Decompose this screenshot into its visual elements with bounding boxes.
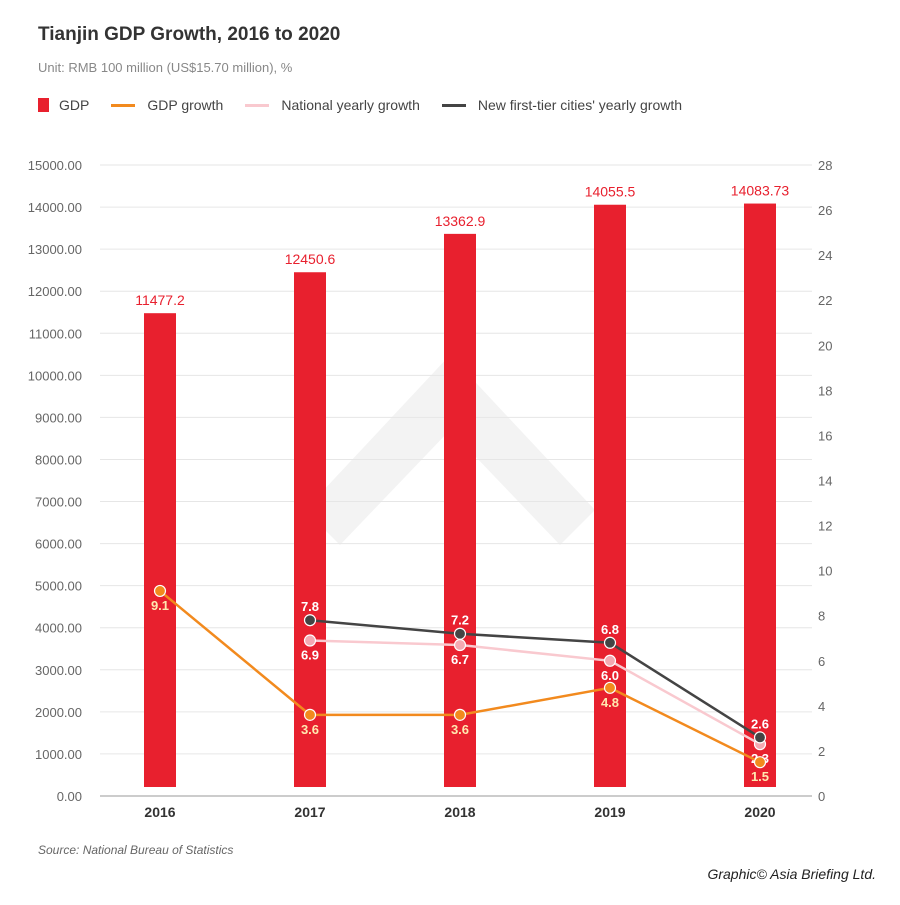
series-point-1 bbox=[603, 654, 617, 667]
series-data-label: 2.6 bbox=[751, 716, 769, 731]
legend-swatch-first-tier bbox=[441, 103, 466, 107]
credit: Graphic© Asia Briefing Ltd. bbox=[707, 866, 876, 882]
y-left-tick-label: 8000.00 bbox=[35, 452, 82, 467]
legend-label: National yearly growth bbox=[281, 97, 420, 113]
legend-swatch-gdp-growth bbox=[111, 103, 136, 107]
x-tick-label: 2019 bbox=[594, 804, 625, 820]
series-point-2 bbox=[303, 614, 317, 627]
x-tick-label: 2018 bbox=[444, 804, 475, 820]
gdp-bar-label: 14083.73 bbox=[731, 183, 790, 199]
series-data-label: 6.9 bbox=[301, 648, 319, 663]
series-data-label: 4.8 bbox=[601, 695, 619, 710]
series-data-label: 3.6 bbox=[451, 722, 469, 737]
series-point-0 bbox=[153, 584, 167, 598]
gdp-bar bbox=[444, 233, 476, 788]
y-right-tick-label: 18 bbox=[818, 383, 832, 398]
y-right-tick-label: 28 bbox=[818, 158, 832, 173]
x-tick-label: 2016 bbox=[144, 804, 175, 820]
y-left-tick-label: 2000.00 bbox=[35, 705, 82, 720]
series-data-label: 9.1 bbox=[151, 598, 169, 613]
legend-national: National yearly growth bbox=[245, 97, 420, 113]
x-tick-label: 2017 bbox=[294, 804, 325, 820]
y-left-tick-label: 12000.00 bbox=[28, 284, 82, 299]
chart-subtitle: Unit: RMB 100 million (US$15.70 million)… bbox=[38, 60, 293, 75]
y-left-tick-label: 0.00 bbox=[57, 789, 82, 804]
y-right-tick-label: 16 bbox=[818, 428, 832, 443]
y-right-tick-label: 20 bbox=[818, 338, 832, 353]
series-data-label: 7.8 bbox=[301, 599, 319, 614]
y-right-tick-label: 6 bbox=[818, 654, 825, 669]
y-left-tick-label: 10000.00 bbox=[28, 368, 82, 383]
gdp-bar-label: 12450.6 bbox=[285, 251, 336, 267]
series-data-label: 6.0 bbox=[601, 668, 619, 683]
y-left-tick-label: 13000.00 bbox=[28, 242, 82, 257]
series-data-label: 6.8 bbox=[601, 622, 619, 637]
y-left-tick-label: 1000.00 bbox=[35, 747, 82, 762]
legend-label: New first-tier cities' yearly growth bbox=[477, 97, 683, 113]
x-tick-label: 2020 bbox=[744, 804, 775, 820]
series-data-label: 7.2 bbox=[451, 613, 469, 628]
gdp-bar-label: 11477.2 bbox=[135, 292, 185, 308]
y-right-tick-label: 12 bbox=[818, 519, 832, 534]
gdp-bar bbox=[294, 272, 326, 787]
y-left-tick-label: 6000.00 bbox=[35, 537, 82, 552]
legend-swatch-gdp bbox=[38, 98, 49, 112]
series-data-label: 1.5 bbox=[751, 769, 769, 784]
gdp-bar bbox=[144, 313, 176, 787]
legend-label: GDP growth bbox=[147, 97, 224, 113]
y-right-tick-label: 10 bbox=[818, 564, 832, 579]
y-right-tick-label: 14 bbox=[818, 474, 832, 489]
y-right-tick-label: 2 bbox=[818, 744, 825, 759]
series-point-2 bbox=[753, 731, 767, 744]
legend-swatch-national bbox=[245, 103, 270, 107]
y-left-tick-label: 3000.00 bbox=[35, 663, 82, 678]
series-point-0 bbox=[303, 708, 317, 721]
gdp-bar-label: 13362.9 bbox=[435, 213, 486, 229]
series-point-0 bbox=[603, 681, 617, 694]
y-right-tick-label: 26 bbox=[818, 203, 832, 218]
legend-gdp: GDP bbox=[38, 97, 89, 113]
legend: GDP GDP growth National yearly growth Ne… bbox=[38, 97, 704, 113]
chart-title: Tianjin GDP Growth, 2016 to 2020 bbox=[38, 24, 341, 45]
series-point-1 bbox=[453, 638, 467, 652]
y-left-tick-label: 4000.00 bbox=[35, 621, 82, 636]
legend-first-tier: New first-tier cities' yearly growth bbox=[441, 97, 683, 113]
y-right-tick-label: 24 bbox=[818, 248, 832, 263]
series-line-1 bbox=[309, 639, 761, 746]
series-line-2 bbox=[309, 618, 761, 739]
gdp-bar-label: 14055.5 bbox=[585, 184, 636, 200]
series-point-0 bbox=[753, 756, 767, 769]
y-left-tick-label: 9000.00 bbox=[35, 410, 82, 425]
y-left-tick-label: 7000.00 bbox=[35, 495, 82, 510]
series-point-0 bbox=[453, 708, 467, 721]
y-right-tick-label: 0 bbox=[818, 789, 825, 804]
y-right-tick-label: 8 bbox=[818, 609, 825, 624]
y-left-tick-label: 15000.00 bbox=[28, 158, 82, 173]
watermark-logo bbox=[305, 355, 595, 545]
y-left-tick-label: 5000.00 bbox=[35, 579, 82, 594]
series-point-2 bbox=[603, 636, 617, 649]
legend-gdp-growth: GDP growth bbox=[111, 97, 223, 113]
y-right-tick-label: 22 bbox=[818, 293, 832, 308]
series-point-2 bbox=[453, 627, 467, 640]
gdp-bar bbox=[744, 203, 776, 787]
source-note: Source: National Bureau of Statistics bbox=[38, 843, 234, 857]
series-data-label: 3.6 bbox=[301, 722, 319, 737]
series-point-1 bbox=[303, 634, 317, 647]
y-left-tick-label: 11000.00 bbox=[29, 326, 82, 341]
series-data-label: 6.7 bbox=[451, 652, 469, 667]
y-right-tick-label: 4 bbox=[818, 699, 825, 714]
legend-label: GDP bbox=[59, 97, 90, 113]
y-left-tick-label: 14000.00 bbox=[28, 200, 82, 215]
